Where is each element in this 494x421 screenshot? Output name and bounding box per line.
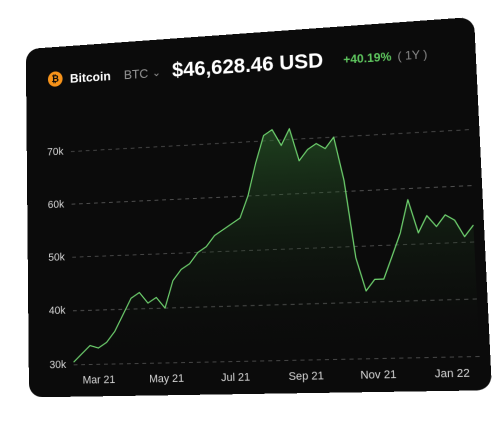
bitcoin-icon: ₿: [47, 71, 63, 88]
area: [70, 118, 480, 365]
x-tick-label: Jan 22: [434, 367, 470, 381]
y-tick-label: 50k: [48, 251, 65, 264]
y-tick-label: 60k: [48, 198, 65, 211]
y-tick-label: 30k: [49, 359, 66, 372]
svg-text:₿: ₿: [51, 74, 59, 85]
x-tick-label: Jul 21: [221, 371, 251, 384]
y-tick-label: 70k: [47, 146, 64, 159]
header: ₿ Bitcoin BTC ⌄ $46,628.46 USD +40.19% (…: [47, 42, 428, 91]
chart-card: ₿ Bitcoin BTC ⌄ $46,628.46 USD +40.19% (…: [25, 16, 492, 398]
x-tick-label: Nov 21: [360, 368, 397, 382]
x-tick-label: Mar 21: [83, 374, 116, 387]
chart: 30k 40k 50k 60k 70k Mar 21 May 21 Jul 21 Sep 21 N…: [47, 17, 492, 387]
y-tick-label: 40k: [49, 305, 66, 318]
x-tick-label: Sep 21: [288, 370, 324, 383]
x-tick-label: May 21: [149, 372, 184, 385]
